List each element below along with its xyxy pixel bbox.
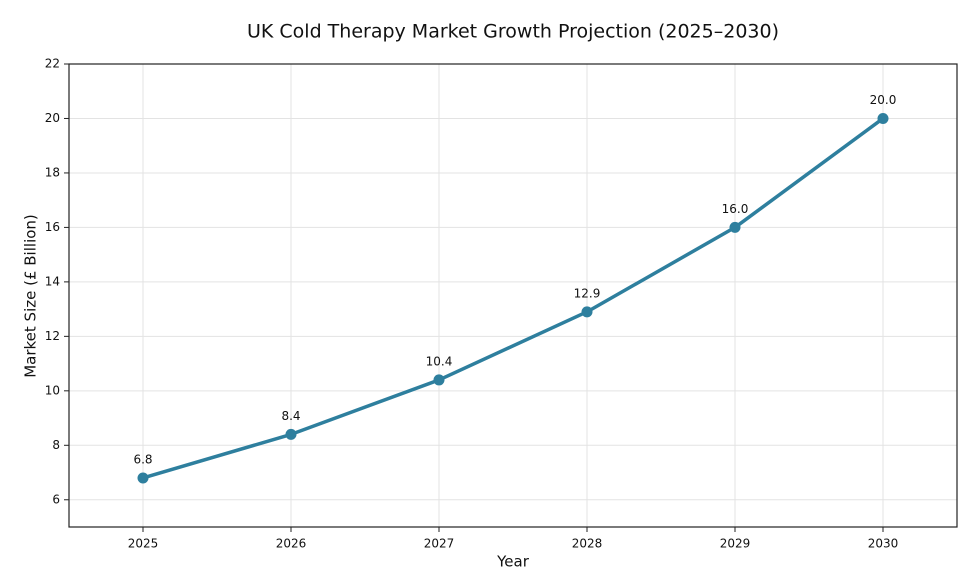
y-tick-label: 14 bbox=[45, 274, 60, 288]
y-tick-label: 8 bbox=[52, 438, 60, 452]
x-tick-label: 2025 bbox=[128, 537, 159, 551]
data-label: 16.0 bbox=[722, 202, 749, 216]
y-tick-label: 6 bbox=[52, 492, 60, 506]
point bbox=[729, 221, 741, 233]
point bbox=[137, 472, 149, 484]
y-axis-label: Market Size (£ Billion) bbox=[22, 214, 40, 378]
point bbox=[285, 428, 297, 440]
point bbox=[433, 374, 445, 386]
x-tick-label: 2027 bbox=[424, 537, 455, 551]
x-axis-label: Year bbox=[496, 553, 530, 571]
chart-title: UK Cold Therapy Market Growth Projection… bbox=[247, 21, 779, 43]
y-tick-label: 12 bbox=[45, 329, 60, 343]
point bbox=[581, 306, 593, 318]
y-tick-label: 10 bbox=[45, 383, 60, 397]
y-tick-label: 18 bbox=[45, 165, 60, 179]
plot-frame bbox=[68, 63, 958, 528]
y-tick-label: 20 bbox=[45, 111, 60, 125]
data-label: 20.0 bbox=[870, 93, 897, 107]
data-label: 10.4 bbox=[426, 354, 453, 368]
point bbox=[877, 112, 889, 124]
data-label: 12.9 bbox=[574, 286, 601, 300]
y-tick-label: 16 bbox=[45, 220, 60, 234]
x-tick-label: 2028 bbox=[572, 537, 603, 551]
x-tick-label: 2029 bbox=[720, 537, 751, 551]
line bbox=[142, 117, 885, 480]
data-label: 8.4 bbox=[281, 409, 300, 423]
x-tick-label: 2026 bbox=[276, 537, 307, 551]
x-tick-label: 2030 bbox=[868, 537, 899, 551]
y-tick-label: 22 bbox=[45, 57, 60, 71]
data-label: 6.8 bbox=[133, 452, 152, 466]
